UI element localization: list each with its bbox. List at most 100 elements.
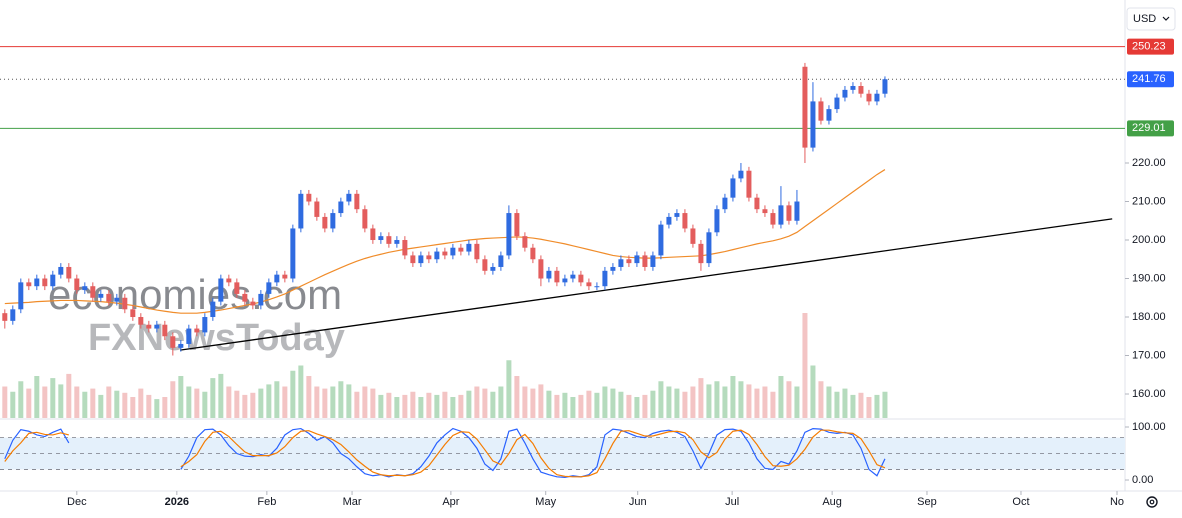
volume-bar xyxy=(562,392,568,418)
volume-bar xyxy=(738,381,744,418)
candle-body xyxy=(482,259,488,271)
candle-body xyxy=(666,216,672,225)
volume-bar xyxy=(754,388,760,418)
candle-body xyxy=(698,243,704,264)
candle-body xyxy=(834,97,840,110)
volume-bar xyxy=(858,392,864,418)
currency-label[interactable]: USD xyxy=(1133,13,1156,25)
candle-body xyxy=(138,317,144,325)
oscillator-tick-label: 100.00 xyxy=(1132,421,1166,433)
volume-bar xyxy=(650,390,656,418)
gear-icon[interactable] xyxy=(1146,496,1158,508)
settings-button[interactable] xyxy=(1146,496,1158,508)
volume-bar xyxy=(298,365,304,418)
volume-bar xyxy=(874,394,880,418)
candle-body xyxy=(490,266,496,271)
volume-bar xyxy=(178,376,184,418)
volume-bar xyxy=(786,381,792,418)
candle-body xyxy=(322,216,328,229)
volume-bar xyxy=(234,390,240,418)
volume-bar xyxy=(98,394,104,418)
volume-bar xyxy=(714,381,720,418)
candle-body xyxy=(146,324,152,329)
x-tick-label: 2026 xyxy=(165,496,189,508)
candle-body xyxy=(538,259,544,279)
candle-body xyxy=(602,270,608,287)
currency-box[interactable] xyxy=(1126,7,1176,31)
candle-body xyxy=(498,255,504,267)
volume-bar xyxy=(122,392,128,418)
candle-body xyxy=(178,343,184,348)
volume-bar xyxy=(514,376,520,418)
candle-body xyxy=(2,313,8,321)
volume-bar xyxy=(50,378,56,418)
candle-body xyxy=(554,270,560,283)
candle-body xyxy=(442,251,448,256)
candle-body xyxy=(786,205,792,221)
volume-bar xyxy=(450,397,456,418)
volume-bar xyxy=(426,392,432,418)
volume-bar xyxy=(162,397,168,418)
y-tick-label: 220.00 xyxy=(1132,157,1166,169)
candle-body xyxy=(618,259,624,267)
candle-body xyxy=(546,270,552,279)
volume-bar xyxy=(2,386,8,418)
volume-bar xyxy=(10,391,16,418)
volume-bar xyxy=(362,386,368,418)
candle-body xyxy=(850,86,856,90)
candle-body xyxy=(306,193,312,202)
candle-body xyxy=(522,236,528,248)
currency-selector[interactable]: USD xyxy=(1126,7,1176,31)
volume-bar xyxy=(306,376,312,418)
candle-body xyxy=(378,236,384,241)
volume-bar xyxy=(434,394,440,418)
price-level-label: 229.01 xyxy=(1132,122,1166,134)
volume-bar xyxy=(722,386,728,418)
candle-body xyxy=(634,255,640,264)
volume-bar xyxy=(82,391,88,418)
volume-bar xyxy=(546,390,552,418)
candle-body xyxy=(346,193,352,202)
x-tick-label: Sep xyxy=(917,496,937,508)
volume-bar xyxy=(570,397,576,418)
candle-body xyxy=(354,193,360,210)
volume-bar xyxy=(674,388,680,418)
x-tick-label: Dec xyxy=(67,496,87,508)
candle-body xyxy=(778,205,784,225)
candle-body xyxy=(74,278,80,291)
candle-body xyxy=(202,317,208,333)
volume-bar xyxy=(818,381,824,418)
volume-bar xyxy=(250,392,256,418)
volume-bar xyxy=(330,386,336,418)
volume-bar xyxy=(698,378,704,418)
candle-body xyxy=(458,247,464,252)
candle-body xyxy=(530,247,536,260)
volume-bar xyxy=(130,397,136,418)
candle-body xyxy=(26,282,32,287)
volume-bar xyxy=(322,388,328,418)
candle-body xyxy=(866,93,872,102)
candle-body xyxy=(66,266,72,279)
volume-bar xyxy=(690,386,696,418)
volume-bar xyxy=(850,394,856,418)
candle-body xyxy=(506,213,512,256)
volume-bar xyxy=(442,391,448,418)
candle-body xyxy=(402,240,408,256)
volume-bar xyxy=(642,394,648,418)
y-tick-label: 180.00 xyxy=(1132,311,1166,323)
chevron xyxy=(1162,16,1170,21)
x-tick-label: Apr xyxy=(442,496,459,508)
volume-bar xyxy=(802,313,808,418)
volume-bar xyxy=(338,381,344,418)
candle-body xyxy=(802,66,808,148)
x-tick-label: Feb xyxy=(257,496,276,508)
candle-body xyxy=(578,274,584,283)
x-tick-label: Aug xyxy=(822,496,842,508)
candle-body xyxy=(674,213,680,217)
candle-body xyxy=(682,213,688,229)
volume-bar xyxy=(810,365,816,418)
candle-body xyxy=(762,209,768,214)
volume-bar xyxy=(26,388,32,418)
